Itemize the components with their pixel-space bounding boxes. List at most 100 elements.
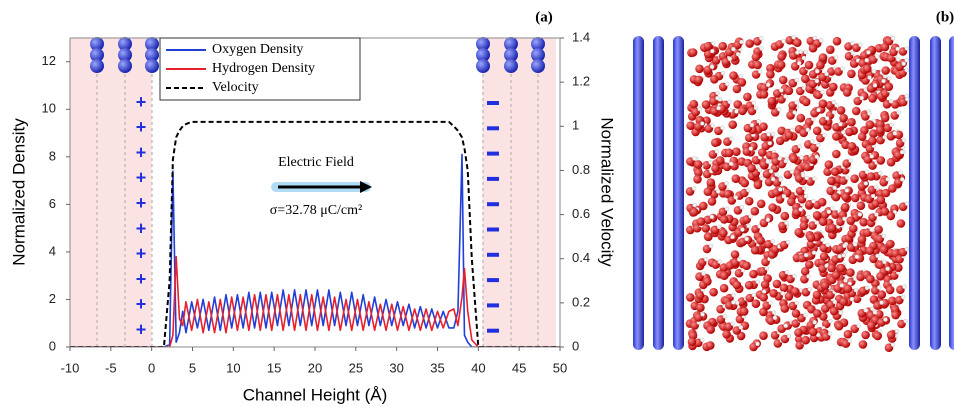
water-oxygen (884, 82, 894, 91)
electrode-atom (145, 37, 159, 51)
electrode-region (70, 38, 152, 347)
water-oxygen (744, 196, 754, 206)
water-hydrogen (838, 310, 843, 315)
water-hydrogen (764, 266, 770, 271)
water-oxygen (793, 38, 802, 47)
water-hydrogen (692, 202, 697, 208)
water-hydrogen (768, 300, 773, 305)
water-oxygen (850, 174, 859, 183)
water-hydrogen (889, 122, 894, 128)
water-hydrogen (801, 55, 807, 61)
water-oxygen (687, 337, 697, 347)
water-oxygen (867, 321, 876, 330)
water-oxygen (827, 176, 836, 186)
negative-charge (487, 101, 499, 105)
water-hydrogen (716, 189, 721, 194)
water-hydrogen (790, 127, 795, 133)
water-oxygen (749, 269, 758, 279)
water-hydrogen (785, 239, 791, 245)
series-line (70, 120, 560, 347)
negative-charge (487, 303, 499, 308)
series-line (70, 255, 560, 347)
water-hydrogen (803, 193, 809, 199)
water-hydrogen (735, 51, 741, 57)
water-hydrogen (904, 67, 909, 73)
electrode-rod (949, 36, 954, 350)
water-oxygen (812, 290, 822, 300)
water-oxygen (868, 136, 877, 146)
y2-tick-label: 1.2 (572, 74, 590, 89)
water-hydrogen (881, 78, 886, 84)
water-hydrogen (811, 116, 816, 122)
electrode-atom (504, 59, 518, 73)
panel-label: (b) (936, 9, 954, 25)
water-oxygen (732, 147, 741, 156)
water-oxygen (890, 100, 900, 109)
water-oxygen (706, 325, 715, 334)
positive-charge: + (136, 168, 147, 188)
water-hydrogen (866, 50, 871, 55)
water-oxygen (876, 156, 886, 165)
water-hydrogen (791, 35, 796, 40)
water-hydrogen (842, 216, 847, 221)
water-hydrogen (810, 139, 815, 144)
water-oxygen (745, 39, 754, 48)
water-oxygen (710, 75, 719, 84)
water-oxygen (719, 283, 729, 293)
water-oxygen (686, 293, 695, 302)
water-hydrogen (895, 46, 900, 52)
water-hydrogen (873, 184, 879, 190)
water-hydrogen (871, 69, 877, 74)
water-hydrogen (900, 177, 905, 182)
water-oxygen (847, 142, 857, 151)
water-hydrogen (848, 158, 853, 163)
water-hydrogen (812, 320, 817, 325)
water-oxygen (832, 149, 841, 159)
positive-charge: + (136, 117, 147, 137)
water-oxygen (699, 201, 708, 211)
water-hydrogen (853, 287, 859, 293)
water-oxygen (886, 330, 896, 340)
water-hydrogen (832, 299, 837, 305)
water-hydrogen (840, 66, 845, 71)
water-hydrogen (730, 234, 735, 240)
x-tick-label: 25 (349, 360, 363, 375)
water-oxygen (769, 289, 778, 298)
water-hydrogen (863, 308, 868, 313)
water-oxygen (724, 148, 734, 158)
water-oxygen (751, 299, 761, 309)
negative-charge (487, 328, 499, 333)
positive-charge: + (136, 218, 147, 238)
water-hydrogen (759, 36, 764, 41)
y-tick-label: 8 (49, 148, 56, 163)
water-hydrogen (727, 99, 732, 105)
electrode-atom (90, 48, 104, 62)
water-hydrogen (820, 237, 825, 242)
x-tick-label: 50 (553, 360, 567, 375)
water-oxygen (876, 272, 885, 281)
water-oxygen (743, 92, 752, 102)
water-oxygen (816, 60, 825, 70)
water-hydrogen (774, 172, 779, 177)
water-oxygen (873, 331, 882, 341)
water-oxygen (696, 217, 706, 226)
water-hydrogen (890, 342, 896, 347)
water-hydrogen (738, 74, 743, 79)
water-oxygen (843, 329, 853, 339)
water-oxygen (719, 215, 729, 224)
water-hydrogen (797, 144, 802, 149)
water-oxygen (856, 201, 866, 210)
water-hydrogen (882, 74, 888, 79)
water-oxygen (832, 36, 842, 46)
water-hydrogen (720, 125, 725, 131)
water-oxygen (799, 221, 809, 231)
water-hydrogen (850, 41, 855, 46)
water-hydrogen (819, 38, 824, 43)
water-oxygen (847, 117, 856, 127)
water-oxygen (857, 132, 867, 141)
water-hydrogen (725, 81, 730, 87)
water-oxygen (881, 188, 891, 198)
electrode-atom (90, 37, 104, 51)
water-hydrogen (730, 321, 735, 326)
y-tick-label: 0 (49, 338, 56, 353)
